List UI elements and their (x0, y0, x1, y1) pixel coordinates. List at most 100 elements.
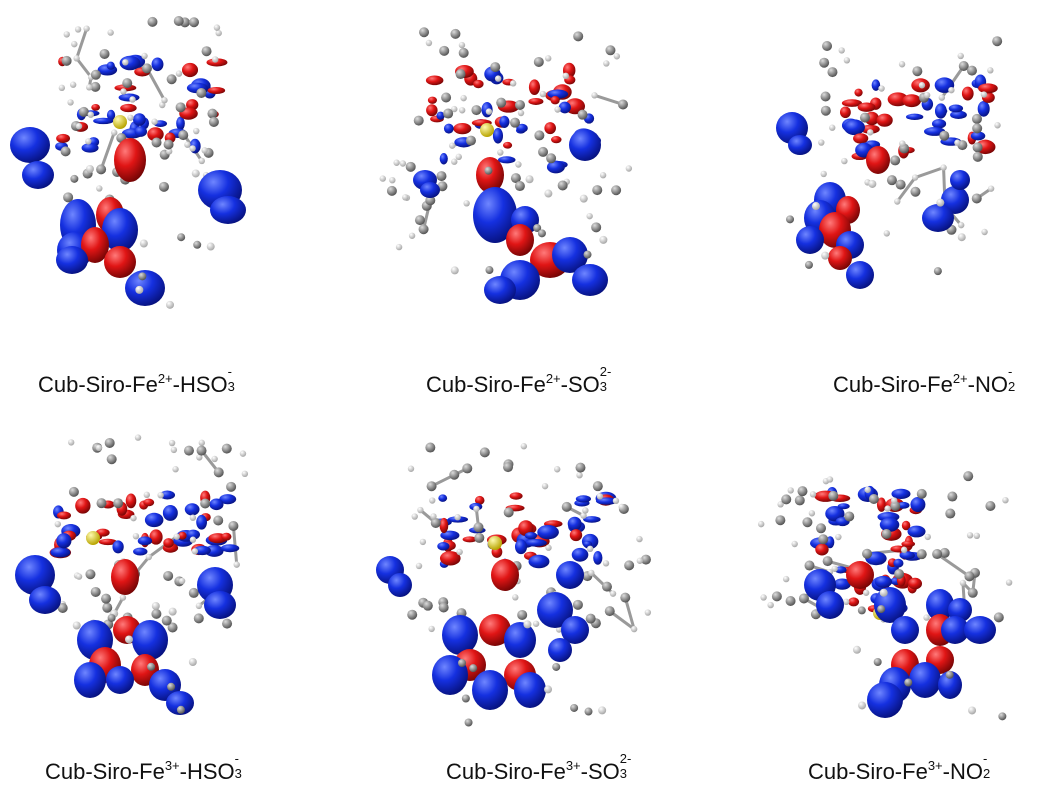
carbon-atom (514, 99, 525, 110)
small-orbital-lobe (133, 113, 146, 126)
carbon-atom (175, 102, 186, 113)
small-orbital-lobe (558, 101, 571, 114)
atom (936, 198, 945, 207)
caption-text: Cub-Siro-Fe (45, 759, 165, 784)
small-orbital-lobe (537, 524, 559, 540)
small-orbital-lobe (159, 490, 176, 500)
carbon-atom (443, 108, 454, 119)
hydrogen-atom (554, 466, 561, 473)
carbon-atom (804, 560, 815, 571)
atom (206, 242, 215, 251)
hydrogen-atom (841, 157, 848, 165)
hydrogen-atom (554, 106, 561, 113)
hydrogen-atom (159, 101, 166, 109)
hydrogen-atom (456, 548, 463, 556)
red-orbital-lobe (114, 138, 146, 182)
carbon-atom (886, 175, 897, 186)
blue-orbital-lobe (22, 161, 54, 189)
carbon-atom (611, 185, 622, 196)
hydrogen-atom (451, 158, 458, 165)
small-orbital-lobe (186, 529, 201, 540)
carbon-atom (450, 28, 461, 39)
hydrogen-atom (517, 109, 525, 117)
carbon-atom (167, 622, 178, 633)
hydrogen-atom (54, 520, 62, 528)
bond (623, 596, 636, 631)
small-orbital-lobe (841, 99, 862, 107)
hydrogen-atom (393, 159, 400, 166)
hydrogen-atom (195, 602, 203, 610)
hydrogen-atom (576, 471, 583, 479)
carbon-atom (992, 36, 1003, 47)
molecule-rendering (757, 471, 1013, 721)
hydrogen-atom (193, 127, 200, 135)
carbon-atom (496, 97, 507, 108)
atom (485, 266, 494, 275)
hydrogen-atom (541, 482, 549, 490)
hydrogen-atom (151, 118, 158, 125)
hydrogen-atom (787, 487, 794, 494)
carbon-atom (890, 501, 901, 512)
carbon-atom (775, 515, 786, 526)
small-orbital-lobe (473, 79, 484, 89)
hydrogen-atom (175, 70, 183, 77)
small-orbital-lobe (118, 93, 140, 102)
carbon-atom (510, 117, 521, 128)
blue-orbital-lobe (125, 270, 165, 306)
small-orbital-lobe (112, 540, 124, 554)
atom (191, 169, 200, 178)
atom (811, 202, 820, 211)
hydrogen-atom (586, 212, 593, 220)
small-orbital-lobe (436, 111, 445, 120)
hydrogen-atom (85, 138, 92, 145)
carbon-atom (102, 602, 113, 613)
small-orbital-lobe (910, 497, 926, 513)
carbon-atom (912, 66, 923, 77)
atom (968, 706, 977, 715)
hydrogen-atom (213, 24, 221, 31)
atom (852, 645, 861, 654)
carbon-atom (208, 116, 219, 127)
carbon-atom (503, 507, 514, 518)
carbon-atom (958, 60, 969, 71)
carbon-atom (418, 224, 429, 235)
carbon-atom (972, 142, 983, 153)
caption-subsup: -2 (983, 751, 999, 781)
hydrogen-atom (411, 513, 418, 520)
carbon-atom (63, 192, 74, 203)
atom (151, 602, 160, 610)
caption-charge: 2+ (952, 371, 968, 386)
red-orbital-lobe (476, 157, 504, 193)
small-orbital-lobe (453, 122, 472, 135)
hydrogen-atom (767, 601, 774, 609)
carbon-atom (945, 508, 956, 519)
atom (85, 164, 94, 173)
blue-orbital-lobe (941, 186, 969, 214)
carbon-atom (173, 16, 184, 27)
hydrogen-atom (129, 96, 136, 103)
atom (167, 682, 176, 691)
small-orbital-lobe (961, 86, 974, 101)
atom (957, 233, 966, 242)
small-orbital-lobe (874, 575, 893, 588)
small-orbital-lobe (871, 79, 881, 91)
carbon-atom (141, 63, 152, 74)
carbon-atom (61, 55, 72, 66)
small-orbital-lobe (977, 100, 990, 117)
atom (873, 658, 882, 667)
carbon-atom (68, 486, 79, 497)
carbon-atom (601, 581, 612, 592)
hydrogen-atom (636, 535, 643, 543)
hydrogen-atom (586, 545, 594, 553)
bond (75, 27, 89, 60)
hydrogen-atom (777, 501, 784, 508)
atom (544, 189, 553, 198)
hydrogen-atom (938, 94, 946, 101)
small-orbital-lobe (137, 536, 153, 546)
small-orbital-lobe (848, 597, 860, 607)
hydrogen-atom (883, 230, 890, 237)
hydrogen-atom (900, 546, 908, 554)
hydrogen-atom (862, 589, 870, 596)
hydrogen-atom (122, 59, 129, 66)
hydrogen-atom (173, 533, 180, 540)
